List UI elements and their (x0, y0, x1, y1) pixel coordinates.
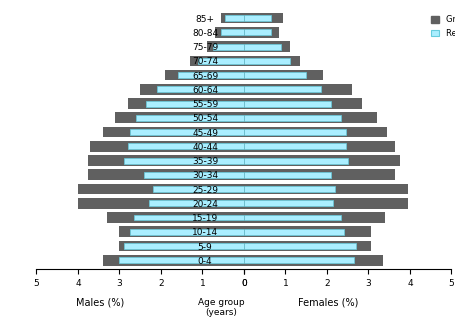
Bar (243, 101, 330, 107)
Bar (127, 98, 243, 109)
Bar (140, 84, 243, 95)
Bar (221, 13, 243, 23)
Bar (221, 29, 243, 35)
Bar (243, 98, 361, 109)
Legend: Greater Brisbane, Rest of Qld: Greater Brisbane, Rest of Qld (429, 14, 455, 39)
Bar (103, 255, 243, 266)
Bar (212, 44, 243, 50)
Bar (243, 143, 345, 149)
Bar (90, 141, 243, 152)
Text: Age group
(years): Age group (years) (197, 298, 244, 317)
Bar (243, 243, 355, 249)
Bar (243, 200, 333, 206)
Bar (78, 184, 243, 194)
Bar (243, 158, 347, 164)
Bar (88, 170, 243, 180)
Bar (243, 229, 343, 235)
Bar (123, 243, 243, 249)
Bar (243, 58, 289, 64)
Bar (214, 27, 243, 38)
Bar (206, 41, 243, 52)
Bar (243, 44, 281, 50)
Bar (119, 257, 243, 263)
Bar (243, 241, 370, 251)
Bar (144, 172, 243, 178)
Bar (198, 58, 243, 64)
Bar (243, 113, 376, 123)
Bar (165, 70, 243, 80)
Bar (243, 29, 270, 35)
Bar (243, 198, 407, 209)
Bar (243, 41, 289, 52)
Bar (243, 184, 407, 194)
Bar (130, 229, 243, 235)
Bar (243, 170, 394, 180)
Bar (243, 13, 283, 23)
Bar (88, 155, 243, 166)
Bar (243, 27, 278, 38)
Bar (243, 115, 341, 121)
Bar (243, 227, 370, 237)
Bar (123, 158, 243, 164)
Bar (190, 56, 243, 66)
Bar (115, 113, 243, 123)
Bar (78, 198, 243, 209)
Bar (225, 15, 243, 21)
Bar (119, 227, 243, 237)
Bar (148, 200, 243, 206)
Bar (107, 212, 243, 223)
Bar (243, 15, 270, 21)
Bar (243, 172, 330, 178)
Bar (157, 86, 243, 92)
Bar (243, 84, 351, 95)
Bar (243, 72, 306, 78)
Bar (146, 101, 243, 107)
Text: Females (%): Females (%) (298, 298, 358, 308)
Text: Males (%): Males (%) (76, 298, 124, 308)
Bar (243, 212, 384, 223)
Bar (103, 127, 243, 137)
Bar (136, 115, 243, 121)
Bar (119, 241, 243, 251)
Bar (243, 127, 386, 137)
Bar (243, 70, 322, 80)
Bar (130, 129, 243, 135)
Bar (243, 255, 382, 266)
Bar (127, 143, 243, 149)
Bar (243, 257, 353, 263)
Bar (243, 86, 320, 92)
Bar (243, 129, 345, 135)
Bar (152, 186, 243, 192)
Bar (134, 215, 243, 220)
Bar (243, 215, 341, 220)
Bar (243, 56, 299, 66)
Bar (243, 186, 334, 192)
Bar (243, 141, 394, 152)
Bar (177, 72, 243, 78)
Bar (243, 155, 399, 166)
